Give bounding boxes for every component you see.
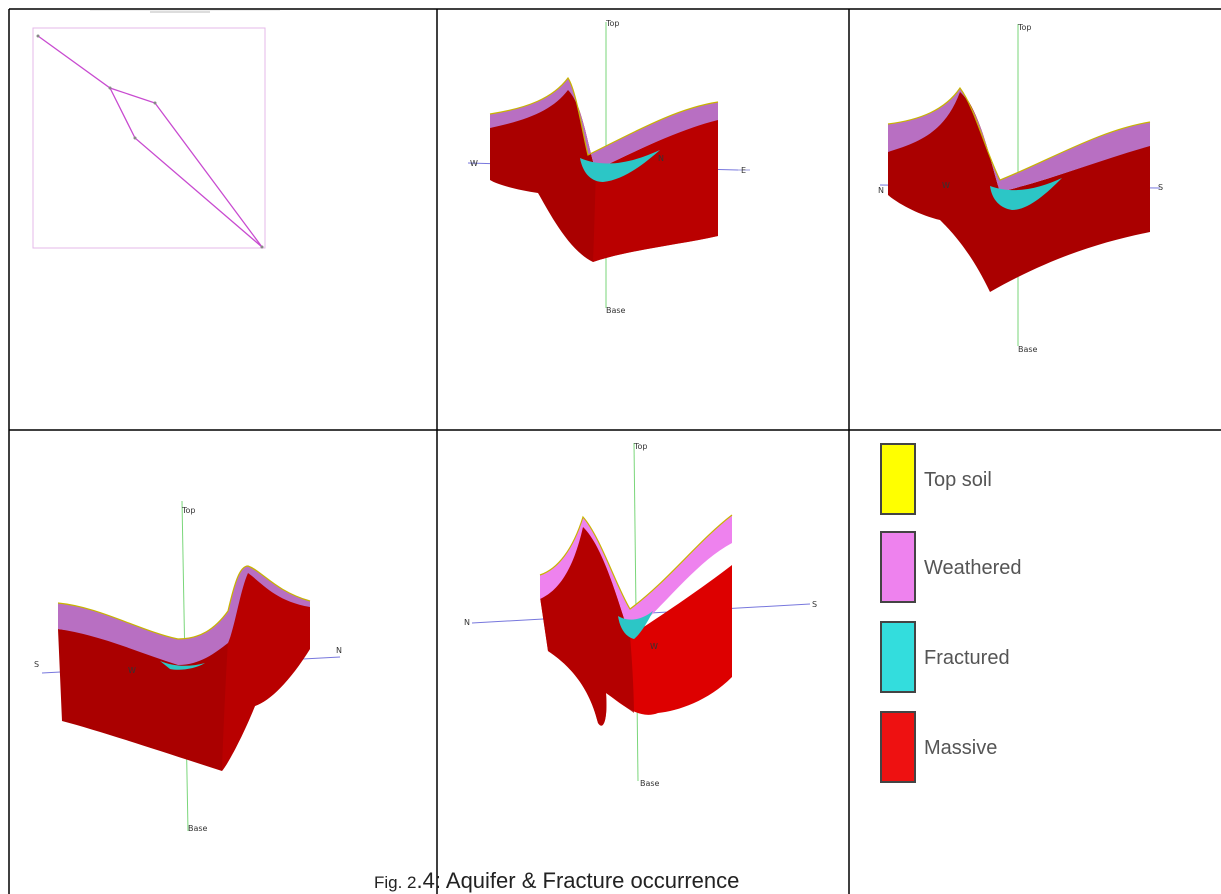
svg-text:Top: Top [1017, 23, 1032, 32]
svg-text:Base: Base [606, 306, 626, 315]
weathered-layer [490, 78, 718, 170]
traverse-lines [37, 35, 263, 248]
fractured-layer [618, 611, 653, 639]
svg-text:W: W [470, 159, 478, 168]
topsoil-line [57, 565, 311, 640]
svg-text:S: S [812, 600, 817, 609]
fractured-layer [580, 150, 660, 182]
svg-text:Base: Base [640, 779, 660, 788]
legend-swatch [880, 711, 916, 783]
svg-text:W: W [650, 642, 658, 651]
legend-label: Massive [924, 737, 998, 759]
topsoil-line [539, 514, 733, 610]
figure-caption: Fig. 2.4: Aquifer & Fracture occurrence [374, 868, 740, 893]
legend-label: Weathered [924, 557, 1022, 579]
svg-text:Top: Top [181, 506, 196, 515]
svg-text:N: N [658, 154, 664, 163]
weathered-layer [58, 566, 310, 665]
svg-text:N: N [878, 186, 884, 195]
svg-text:Base: Base [188, 824, 208, 833]
topsoil-line [489, 76, 719, 156]
section-view-ns-2: Top Base N S W [438, 431, 848, 894]
svg-text:N: N [336, 646, 342, 655]
caption-prefix: Fig. 2 [374, 873, 417, 892]
plan-map [32, 10, 280, 249]
section-view-ns: Top Base N S W [850, 10, 1221, 429]
svg-text:E: E [741, 166, 746, 175]
legend-swatch [880, 531, 916, 603]
svg-text:Top: Top [633, 442, 648, 451]
svg-text:S: S [1158, 183, 1163, 192]
legend-swatch [880, 621, 916, 693]
legend-swatch [880, 443, 916, 515]
legend-label: Fractured [924, 647, 1010, 669]
svg-text:W: W [942, 181, 950, 190]
fractured-layer [160, 661, 205, 670]
legend-panel: Top soil Weathered Fractured Massive [850, 431, 1221, 894]
svg-text:Top: Top [605, 19, 620, 28]
svg-text:Base: Base [1018, 345, 1038, 354]
section-view-sn: Top Base S N W [10, 431, 436, 894]
fractured-layer [990, 178, 1062, 210]
section-view-we: Top Base W E N [438, 10, 848, 429]
caption-text: 4: Aquifer & Fracture occurrence [422, 868, 740, 893]
legend-label: Top soil [924, 469, 992, 491]
svg-text:S: S [34, 660, 39, 669]
weathered-layer [888, 88, 1150, 192]
weathered-layer [540, 515, 732, 636]
plan-map-panel [10, 10, 436, 429]
topsoil-line [887, 86, 1151, 181]
svg-text:W: W [128, 666, 136, 675]
svg-text:N: N [464, 618, 470, 627]
